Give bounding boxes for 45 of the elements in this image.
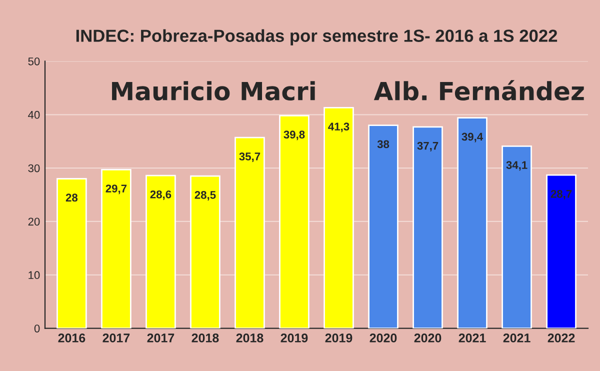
data-label: 39,8 [284,130,305,140]
bar [190,175,220,328]
chart-title: INDEC: Pobreza-Posadas por semestre 1S- 2016 a 1S 2022 [76,29,558,46]
x-tick-label: 2018 [236,334,264,342]
data-label: 35,7 [239,152,260,162]
annotation: Alb. Fernández [374,80,584,101]
x-tick-label: 2021 [503,334,530,342]
data-label: 28,5 [194,191,216,200]
y-tick-label: 20 [28,218,40,226]
bar [412,126,443,328]
bar [279,115,310,328]
y-tick-label: 0 [34,324,40,332]
x-tick-label: 2018 [192,334,219,342]
data-label: 29,7 [106,184,127,194]
x-tick-label: 2016 [58,334,86,342]
data-label: 34,1 [506,161,528,171]
bar [324,107,354,328]
x-tick-label: 2020 [370,334,397,342]
data-label: 38 [377,140,390,148]
x-tick-label: 2017 [147,334,174,342]
bar [56,178,87,328]
y-tick-label: 50 [28,57,40,66]
bar [457,117,488,328]
bar [101,168,132,328]
data-label: 37,7 [417,142,438,152]
data-label: 28 [66,194,78,202]
data-label: 41,3 [328,122,350,132]
x-tick-label: 2022 [548,334,575,342]
annotation: Mauricio Macri [112,81,315,101]
bar [146,174,176,328]
x-tick-label: 2019 [325,334,352,342]
x-tick-label: 2020 [414,334,442,342]
y-tick-label: 10 [28,271,40,280]
data-label: 39,4 [462,132,484,142]
bar [368,124,398,328]
x-tick-label: 2021 [458,334,486,342]
bar [234,136,265,328]
bar [502,145,532,328]
x-tick-label: 2017 [102,334,130,342]
bar [546,174,576,328]
data-label: 28,6 [150,190,172,200]
data-label: 28,7 [550,190,572,200]
y-tick-label: 40 [28,110,40,119]
y-tick-label: 30 [28,164,40,172]
x-tick-label: 2019 [280,334,308,342]
